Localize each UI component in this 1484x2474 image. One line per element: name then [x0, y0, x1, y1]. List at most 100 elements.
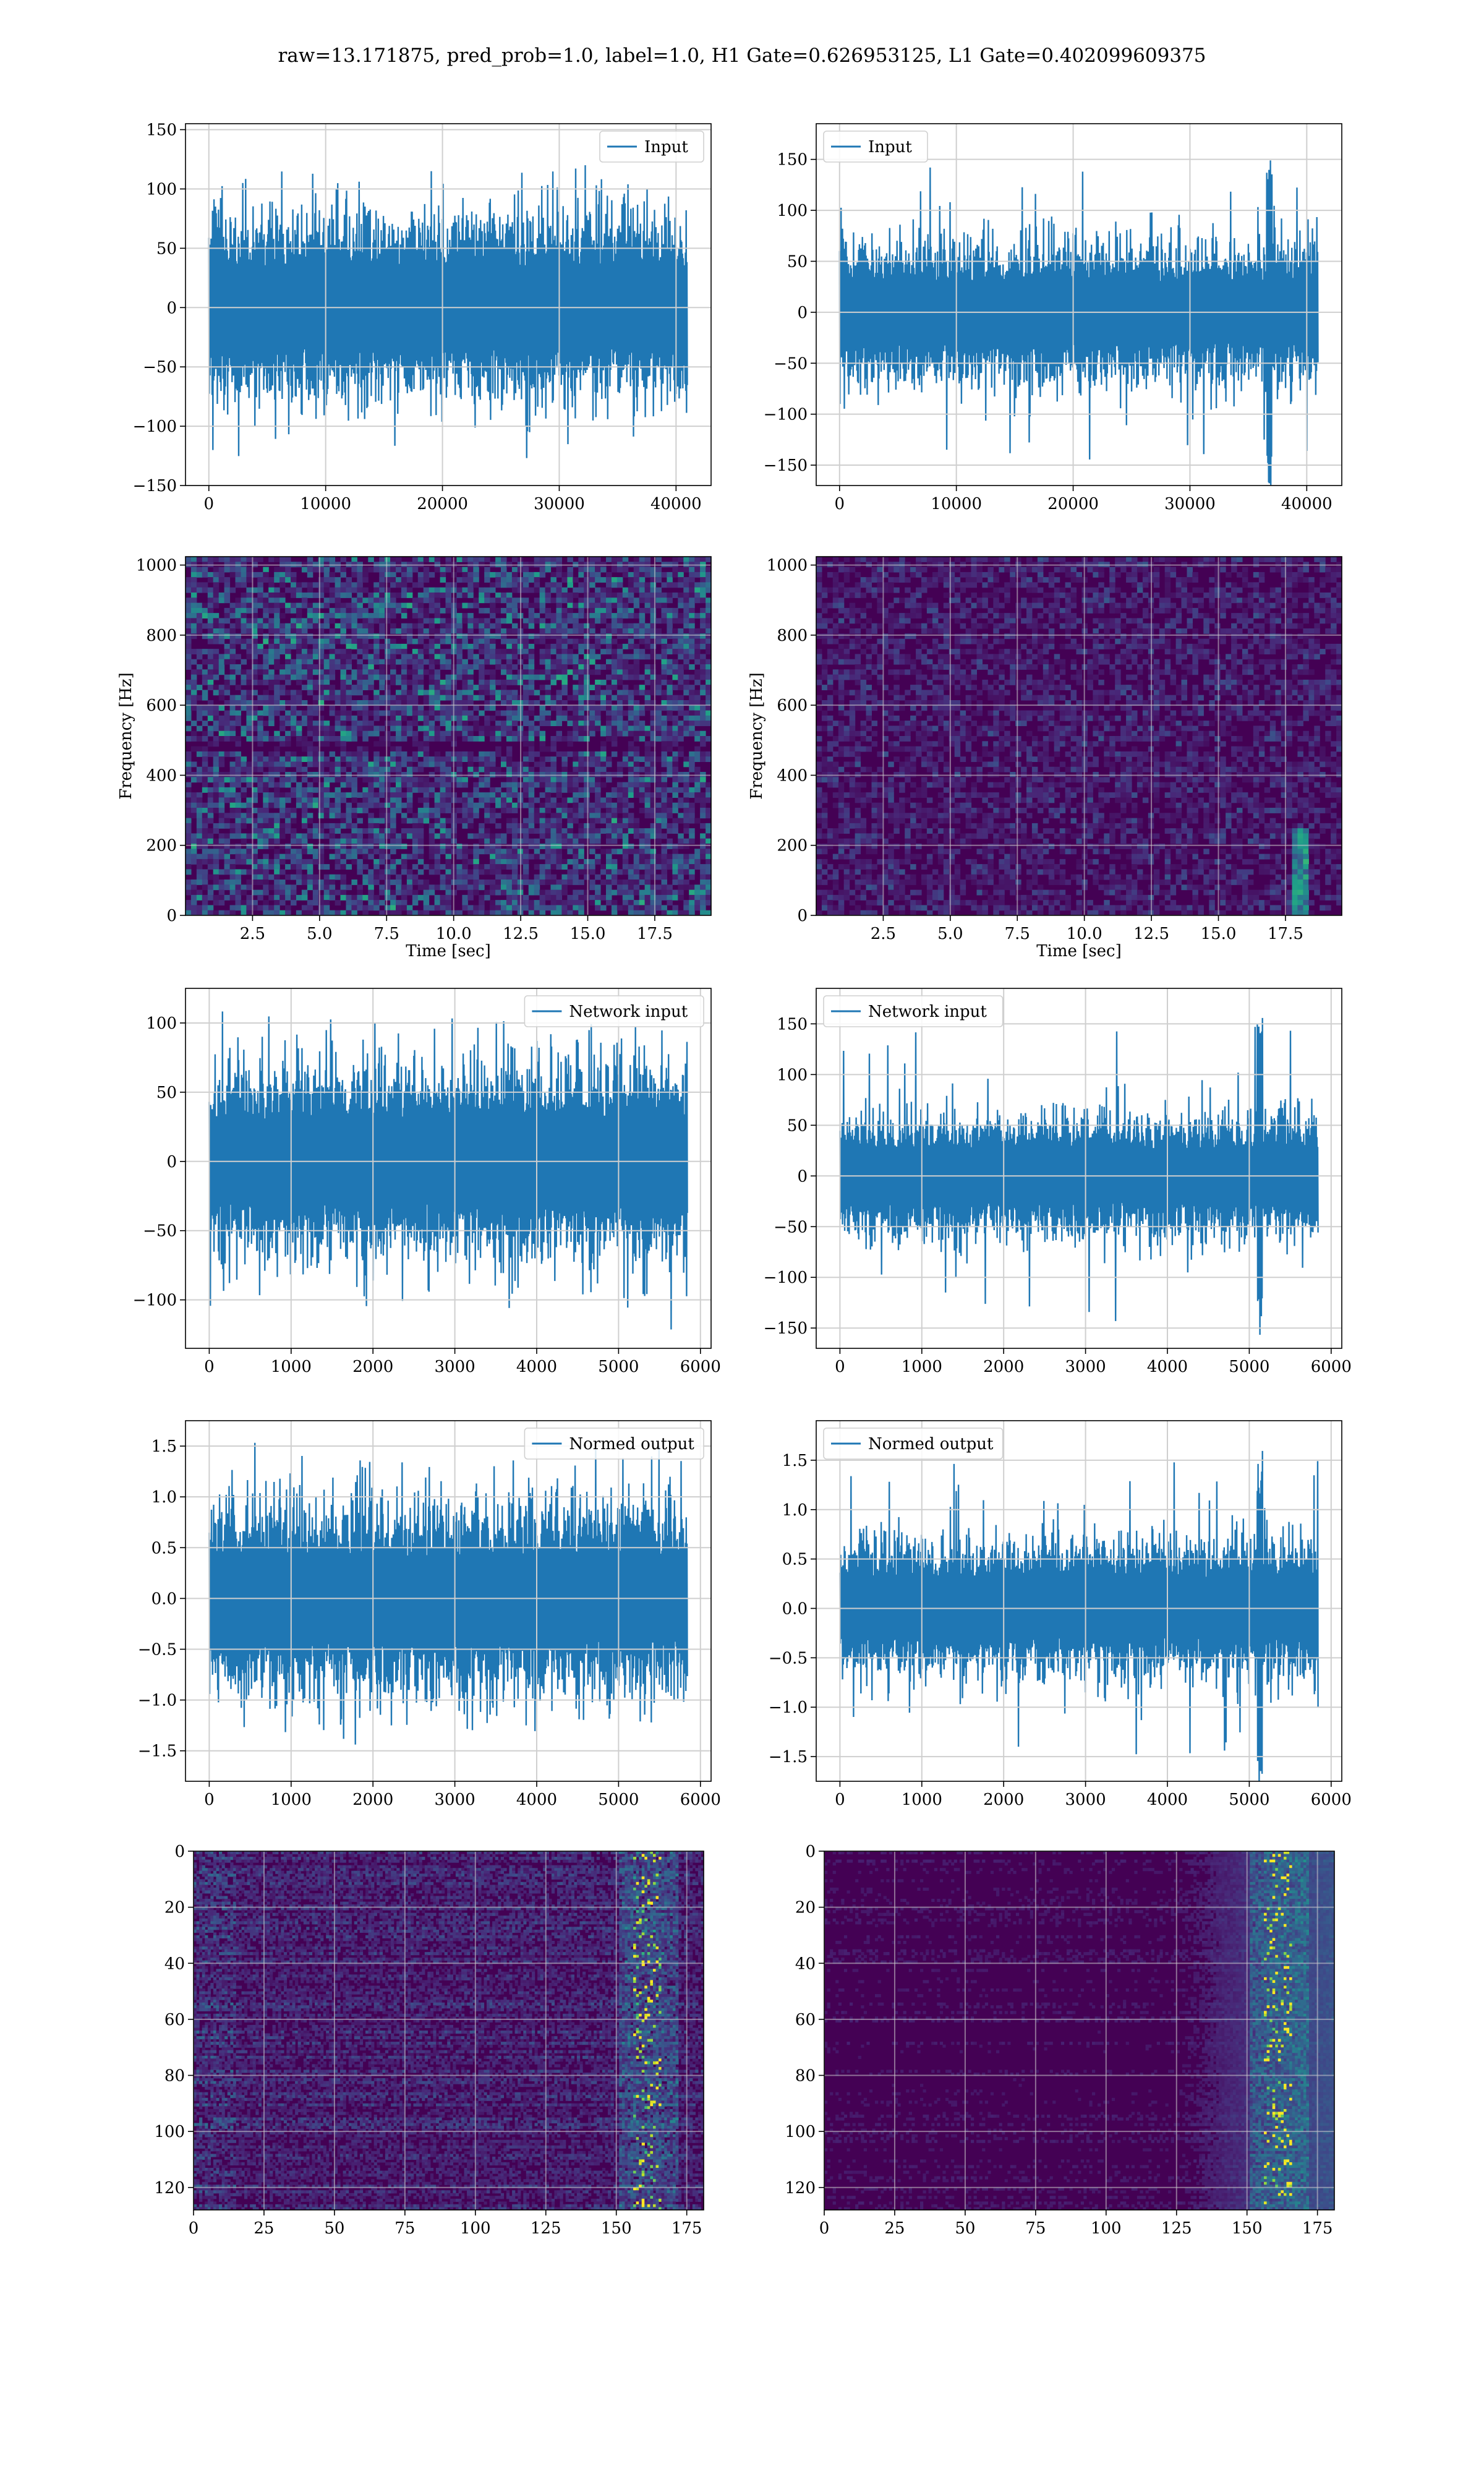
x-tick-label: 1000: [271, 1791, 312, 1809]
legend-box: [823, 995, 1004, 1027]
y-tick-label: −0.5: [769, 1649, 808, 1667]
y-tick-label: 80: [164, 2067, 185, 2086]
series-line: [839, 1450, 1319, 1781]
y-tick-label: −100: [764, 406, 808, 424]
x-tick-label: 5000: [1229, 1791, 1269, 1809]
y-tick-label: −1.0: [138, 1692, 177, 1710]
plot-content: [186, 124, 711, 486]
x-tick-label: 4000: [516, 1791, 557, 1809]
y-tick-label: 1000: [136, 557, 177, 575]
legend-label: Normed output: [868, 1435, 994, 1453]
x-tick-label: 7.5: [1005, 925, 1030, 943]
axes-frame: [185, 988, 712, 1349]
x-tick-label: 40000: [1281, 495, 1333, 513]
x-tick-label: 1000: [271, 1358, 312, 1376]
legend-label: Network input: [569, 1003, 688, 1021]
x-tick-label: 40000: [650, 495, 702, 513]
x-tick-label: 17.5: [637, 925, 673, 943]
y-tick-label: 800: [777, 627, 808, 645]
x-tick-label: 0: [204, 495, 215, 513]
legend: Input: [823, 131, 928, 163]
y-tick-label: 600: [777, 696, 808, 715]
x-tick-label: 4000: [1147, 1791, 1188, 1809]
x-tick-label: 10000: [931, 495, 982, 513]
grid: [194, 1851, 704, 2210]
axes-frame: [816, 1420, 1342, 1782]
subplot-r5c1: 0 25 50 75 100 125 150 175 0 20 40 60 80 100 120: [154, 1843, 704, 2238]
legend: Normed output: [524, 1427, 704, 1460]
x-tick-label: 150: [601, 2219, 632, 2238]
legend-label: Network input: [868, 1003, 987, 1021]
x-tick-label: 12.5: [1133, 925, 1169, 943]
grid: [186, 124, 711, 486]
y-tick-label: 80: [795, 2067, 816, 2086]
x-tick-label: 20000: [1047, 495, 1099, 513]
y-tick-label: 0: [797, 304, 808, 322]
x-tick-label: 5.0: [307, 925, 332, 943]
x-tick-label: 0: [204, 1358, 215, 1376]
axes-frame: [185, 1420, 712, 1782]
y-tick-label: −50: [774, 354, 808, 373]
y-tick-label: −50: [774, 1218, 808, 1236]
x-tick-label: 2000: [983, 1791, 1024, 1809]
y-tick-label: −150: [764, 1319, 808, 1338]
x-tick-label: 3000: [1065, 1358, 1106, 1376]
subplot-r3c1: 0 1000 2000 3000 4000 5000 6000 −100 −50 0 50 100 Ne…: [133, 988, 721, 1376]
legend-label: Input: [868, 138, 912, 156]
y-tick-label: 100: [777, 1066, 808, 1084]
x-tick-label: 6000: [1311, 1791, 1352, 1809]
y-tick-label: 400: [777, 766, 808, 785]
y-tick-label: −0.5: [138, 1641, 177, 1659]
x-tick-label: 20000: [417, 495, 468, 513]
series-line: [838, 160, 1319, 486]
x-tick-label: 0: [835, 495, 845, 513]
y-tick-label: 150: [777, 151, 808, 169]
x-tick-label: 1000: [902, 1358, 942, 1376]
subplot-r3c2: 0 1000 2000 3000 4000 5000 6000 −150 −100 −50 0 50 1…: [764, 988, 1352, 1376]
y-tick-label: 120: [785, 2179, 816, 2198]
axes-frame: [824, 1851, 1335, 2211]
x-tick-label: 2.5: [871, 925, 896, 943]
y-tick-label: −50: [143, 1222, 177, 1241]
y-tick-label: −150: [764, 456, 808, 475]
y-tick-label: 0.5: [782, 1551, 808, 1569]
x-tick-label: 150: [1232, 2219, 1263, 2238]
y-tick-label: 400: [146, 766, 177, 785]
y-tick-label: 0: [166, 1153, 177, 1171]
x-tick-label: 0: [835, 1358, 845, 1376]
y-tick-label: 40: [164, 1954, 185, 1973]
plot-content: [816, 1421, 1342, 1781]
x-tick-label: 0: [819, 2219, 830, 2238]
x-tick-label: 4000: [516, 1358, 557, 1376]
legend: Network input: [524, 995, 704, 1027]
x-tick-label: 6000: [1311, 1358, 1352, 1376]
y-tick-label: 60: [164, 2011, 185, 2029]
x-axis-label: Time [sec]: [406, 942, 491, 961]
grid: [816, 1421, 1342, 1781]
y-tick-label: −1.0: [769, 1698, 808, 1717]
axes-frame: [816, 123, 1342, 486]
y-tick-label: 100: [146, 180, 177, 199]
y-axis-label: Frequency [Hz]: [748, 672, 766, 800]
y-tick-label: −50: [143, 358, 177, 377]
plot-content: [816, 557, 1342, 915]
figure-title: raw=13.171875, pred_prob=1.0, label=1.0,…: [278, 45, 1206, 67]
legend-label: Input: [644, 138, 688, 156]
legend: Normed output: [823, 1427, 1004, 1460]
subplot-r5c2: 0 25 50 75 100 125 150 175 0 20 40 60 80 100 120: [785, 1843, 1335, 2238]
y-tick-label: 0.0: [782, 1599, 808, 1618]
subplot-r1c2: 0 10000 20000 30000 40000 −150 −100 −50 0 50 100 15…: [764, 123, 1342, 513]
x-tick-label: 30000: [534, 495, 585, 513]
legend-box: [524, 1427, 704, 1460]
x-tick-label: 17.5: [1268, 925, 1303, 943]
legend: Input: [599, 131, 704, 163]
y-tick-label: 100: [146, 1014, 177, 1033]
x-tick-label: 25: [254, 2219, 274, 2238]
y-tick-label: −1.5: [138, 1742, 177, 1761]
x-tick-label: 3000: [435, 1791, 475, 1809]
grid: [186, 1421, 711, 1781]
x-tick-label: 10.0: [1067, 925, 1102, 943]
x-tick-label: 5000: [1229, 1358, 1269, 1376]
x-tick-label: 5000: [598, 1358, 639, 1376]
subplot-r4c2: 0 1000 2000 3000 4000 5000 6000 −1.5 −1.0 −0.5 0.0…: [769, 1420, 1352, 1809]
